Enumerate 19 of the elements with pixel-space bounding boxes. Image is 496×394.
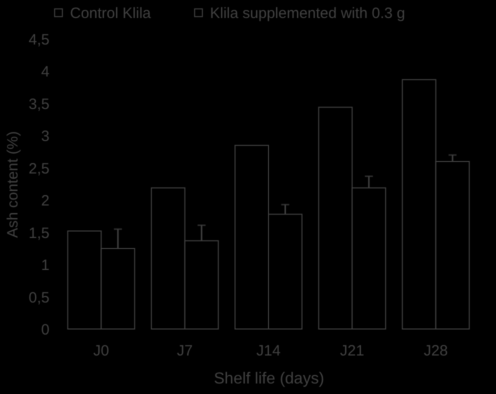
y-tick-label: 2,5 xyxy=(28,160,50,178)
y-tick-label: 2 xyxy=(41,192,50,210)
x-tick-label: J7 xyxy=(176,342,193,360)
y-tick-label: 4 xyxy=(41,64,50,81)
y-tick-label: 0 xyxy=(41,322,50,338)
x-tick-label: J0 xyxy=(93,342,110,360)
y-tick-label: 1 xyxy=(41,257,50,274)
y-tick-label: 3 xyxy=(41,128,50,146)
x-tick-label: J21 xyxy=(340,342,364,360)
y-tick-label: 3,5 xyxy=(28,96,50,113)
x-tick-label: J14 xyxy=(256,342,281,360)
x-axis-title: Shelf life (days) xyxy=(214,370,324,388)
y-axis-title: Ash content (%) xyxy=(4,131,22,238)
y-tick-label: 0,5 xyxy=(28,289,50,306)
legend-label: Klila supplemented with 0.3 g xyxy=(210,4,406,22)
y-tick-label: 4,5 xyxy=(28,32,50,48)
legend-label: Control Klila xyxy=(70,4,152,22)
y-tick-label: 1,5 xyxy=(28,224,50,242)
x-tick-label: J28 xyxy=(424,342,448,360)
